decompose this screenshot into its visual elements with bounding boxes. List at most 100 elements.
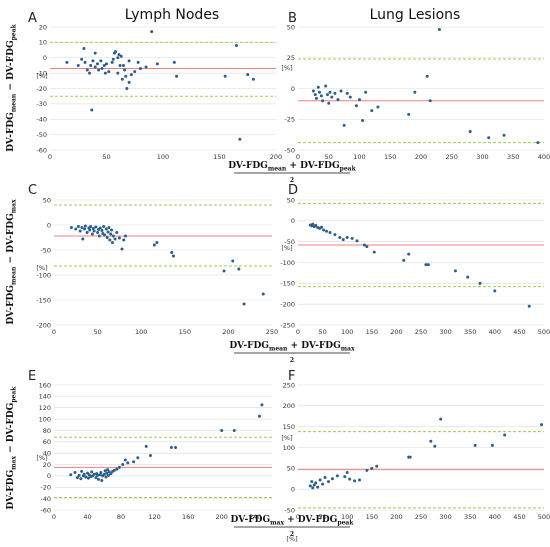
y-tick-label: 0 [291, 485, 295, 493]
x-axis-label-row-1: DV-FDGmean + DV-FDGpeak 2 [228, 161, 356, 184]
data-point [78, 229, 82, 233]
x-tick-label: 150 [366, 328, 378, 336]
x-tick-label: 150 [213, 153, 225, 161]
x-tick-label: 500 [538, 513, 550, 521]
data-point [478, 281, 482, 285]
data-point [350, 236, 354, 240]
y-tick-label: -30 [36, 100, 47, 108]
y-tick-label: 60 [43, 438, 51, 446]
data-point [96, 473, 100, 477]
data-point [90, 470, 94, 474]
data-point [80, 469, 84, 473]
data-point [77, 473, 81, 477]
data-point [115, 231, 119, 234]
data-point [126, 461, 130, 465]
y-unit-label: [%] [36, 72, 47, 80]
data-point [89, 225, 93, 228]
data-point [169, 446, 173, 449]
data-point [327, 480, 331, 484]
data-point [322, 228, 326, 232]
data-point [407, 112, 411, 116]
data-point [345, 471, 349, 474]
y-tick-label: 25 [287, 54, 295, 62]
data-point [84, 475, 88, 479]
y-unit-label: [%] [36, 454, 47, 462]
data-point [104, 227, 108, 231]
x-tick-label: 50 [102, 153, 110, 161]
data-point [123, 458, 127, 462]
y-tick-label: 250 [283, 381, 295, 389]
x-tick-label: 100 [353, 153, 365, 161]
data-point [365, 468, 369, 472]
data-point [342, 123, 346, 127]
y-tick-label: 140 [39, 393, 51, 401]
data-point [121, 63, 125, 67]
y-tick-label: 200 [283, 402, 295, 410]
data-point [102, 225, 106, 228]
data-point [155, 62, 159, 66]
x-axis-denominator: 2 [290, 357, 294, 364]
data-point [111, 234, 115, 238]
x-tick-label: 0 [296, 153, 300, 161]
data-point [336, 98, 340, 102]
panel-b: -50 -25 0 25 50 0 50 100 150 200 250 300 350 400 [%] [281, 23, 550, 161]
data-point [75, 476, 79, 480]
data-point [439, 417, 443, 421]
data-point [237, 267, 241, 271]
x-tick-label: 300 [439, 513, 451, 521]
data-point [118, 63, 122, 67]
data-point [124, 234, 128, 238]
data-point [83, 227, 87, 231]
data-point [311, 486, 315, 490]
data-point [328, 231, 332, 234]
data-point [155, 241, 159, 244]
data-point [152, 243, 156, 247]
x-tick-label: 250 [266, 328, 278, 336]
x-tick-label: 250 [446, 153, 458, 161]
data-point [222, 269, 226, 273]
x-tick-label: 350 [464, 513, 476, 521]
data-point [148, 453, 152, 457]
data-point [172, 60, 176, 64]
y-tick-label: 160 [39, 381, 51, 389]
panel-letter-b: B [288, 11, 297, 26]
data-point [345, 236, 349, 239]
data-point [110, 228, 114, 232]
data-point [314, 223, 318, 227]
data-point [97, 68, 101, 72]
data-point [113, 237, 117, 241]
x-tick-label: 450 [513, 328, 525, 336]
y-tick-label: -40 [36, 116, 47, 124]
data-point [170, 251, 174, 254]
x-tick-label: 400 [538, 153, 550, 161]
data-point [316, 85, 320, 89]
x-axis-numerator: DV-FDGmax + DV-FDGpeak [231, 515, 355, 527]
x-tick-label: 0 [48, 153, 52, 161]
data-point [69, 473, 73, 477]
data-point [330, 95, 334, 99]
data-point [105, 62, 108, 66]
data-point [125, 87, 129, 90]
data-point [320, 225, 324, 229]
data-point [323, 476, 327, 479]
data-point [354, 104, 358, 108]
data-point [85, 231, 89, 234]
data-point [106, 468, 110, 472]
y-tick-label: 20 [43, 461, 51, 469]
data-point [88, 71, 92, 75]
data-point [91, 59, 95, 63]
x-tick-label: 50 [318, 513, 326, 521]
data-point [348, 95, 352, 99]
data-point [122, 238, 126, 242]
x-axis-label-row-2: DV-FDGmean + DV-FDGmax 2 [229, 341, 355, 364]
data-point [372, 250, 376, 254]
y-tick-label: 80 [43, 427, 51, 435]
x-tick-label: 150 [384, 153, 396, 161]
data-point [333, 91, 337, 95]
y-tick-label: 0 [291, 85, 295, 93]
data-point [311, 89, 315, 93]
x-tick-label: 250 [415, 328, 427, 336]
data-point [365, 245, 369, 249]
x-tick-label: 150 [366, 513, 378, 521]
